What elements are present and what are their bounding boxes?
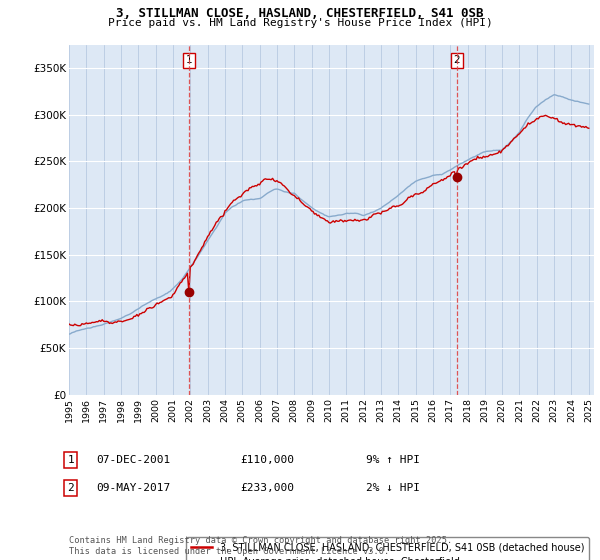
Text: 1: 1	[67, 455, 74, 465]
Text: Price paid vs. HM Land Registry's House Price Index (HPI): Price paid vs. HM Land Registry's House …	[107, 18, 493, 28]
Text: 2: 2	[453, 55, 460, 66]
Text: 9% ↑ HPI: 9% ↑ HPI	[366, 455, 420, 465]
Text: Contains HM Land Registry data © Crown copyright and database right 2025.
This d: Contains HM Land Registry data © Crown c…	[69, 536, 452, 556]
Legend: 3, STILLMAN CLOSE, HASLAND, CHESTERFIELD, S41 0SB (detached house), HPI: Average: 3, STILLMAN CLOSE, HASLAND, CHESTERFIELD…	[186, 538, 589, 560]
Text: 1: 1	[185, 55, 192, 66]
Text: 3, STILLMAN CLOSE, HASLAND, CHESTERFIELD, S41 0SB: 3, STILLMAN CLOSE, HASLAND, CHESTERFIELD…	[116, 7, 484, 20]
Text: 09-MAY-2017: 09-MAY-2017	[96, 483, 170, 493]
Text: 07-DEC-2001: 07-DEC-2001	[96, 455, 170, 465]
Text: £233,000: £233,000	[240, 483, 294, 493]
Text: 2: 2	[67, 483, 74, 493]
Text: 2% ↓ HPI: 2% ↓ HPI	[366, 483, 420, 493]
Text: £110,000: £110,000	[240, 455, 294, 465]
